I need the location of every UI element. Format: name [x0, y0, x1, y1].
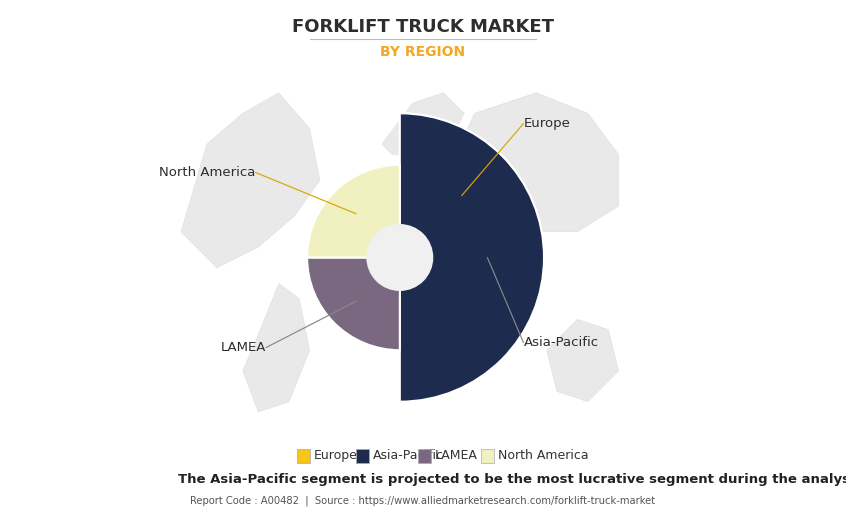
Text: Asia-Pacific: Asia-Pacific [524, 336, 599, 349]
Text: Report Code : A00482  |  Source : https://www.alliedmarketresearch.com/forklift-: Report Code : A00482 | Source : https://… [190, 495, 656, 506]
FancyBboxPatch shape [481, 449, 493, 463]
Wedge shape [400, 113, 544, 402]
FancyBboxPatch shape [297, 449, 310, 463]
Text: BY REGION: BY REGION [381, 45, 465, 59]
FancyBboxPatch shape [356, 449, 369, 463]
Polygon shape [371, 206, 454, 335]
FancyBboxPatch shape [418, 449, 431, 463]
Text: LAMEA: LAMEA [221, 341, 266, 354]
Text: North America: North America [159, 166, 255, 179]
Text: FORKLIFT TRUCK MARKET: FORKLIFT TRUCK MARKET [292, 18, 554, 36]
Circle shape [366, 224, 433, 291]
Polygon shape [382, 93, 464, 154]
Text: North America: North America [497, 449, 588, 462]
Polygon shape [181, 93, 320, 268]
Text: Europe: Europe [524, 117, 570, 130]
Polygon shape [243, 283, 310, 412]
Text: Europe: Europe [314, 449, 358, 462]
Wedge shape [400, 113, 544, 258]
Wedge shape [307, 165, 400, 258]
Polygon shape [443, 93, 618, 232]
Text: Asia-Pacific: Asia-Pacific [373, 449, 444, 462]
Text: LAMEA: LAMEA [435, 449, 478, 462]
Text: The Asia-Pacific segment is projected to be the most lucrative segment during th: The Asia-Pacific segment is projected to… [179, 473, 846, 486]
Polygon shape [547, 319, 618, 402]
Wedge shape [307, 258, 400, 350]
